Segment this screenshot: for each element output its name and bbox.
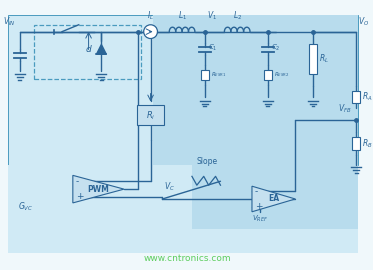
Text: +: + [255,201,263,211]
Text: $V_C$: $V_C$ [164,181,175,193]
Text: $V_1$: $V_1$ [207,9,217,22]
Text: $V_{IN}$: $V_{IN}$ [3,15,16,28]
Text: $V_{FB}$: $V_{FB}$ [338,103,351,115]
Text: $L_1$: $L_1$ [178,9,186,22]
Bar [352,91,360,103]
Text: PWM: PWM [88,185,109,194]
Bar [201,70,209,80]
Text: $G_{VC}$: $G_{VC}$ [18,201,33,213]
Text: $V_{REF}$: $V_{REF}$ [252,214,268,224]
Bar [34,25,141,79]
Bar [8,164,358,253]
Text: $C_2$: $C_2$ [271,42,280,52]
Bar [192,164,358,228]
Circle shape [144,25,157,39]
Bar [309,44,317,74]
Polygon shape [73,175,124,203]
Text: $V_O$: $V_O$ [358,15,370,28]
Text: $C_1$: $C_1$ [208,42,217,52]
Text: EA: EA [268,194,279,204]
Text: Slope: Slope [196,157,217,167]
Text: $I_L$: $I_L$ [147,9,154,22]
Text: +: + [76,192,83,201]
Text: -: - [76,177,79,186]
Bar [137,106,164,125]
Text: -: - [255,187,258,197]
Text: www.cntronics.com: www.cntronics.com [143,254,231,262]
Text: $R_{ESR1}$: $R_{ESR1}$ [211,70,226,79]
Text: $R_A$: $R_A$ [362,91,373,103]
Bar [8,15,358,164]
Text: $L_2$: $L_2$ [233,9,242,22]
Text: $R_B$: $R_B$ [362,137,373,150]
Text: $R_L$: $R_L$ [319,52,329,65]
Text: d: d [86,45,91,54]
Text: $R_i$: $R_i$ [146,109,155,122]
Bar [352,137,360,150]
Bar [153,15,358,164]
Bar [264,70,272,80]
Polygon shape [97,45,106,54]
Polygon shape [252,186,295,212]
Text: $R_{ESR2}$: $R_{ESR2}$ [274,70,289,79]
